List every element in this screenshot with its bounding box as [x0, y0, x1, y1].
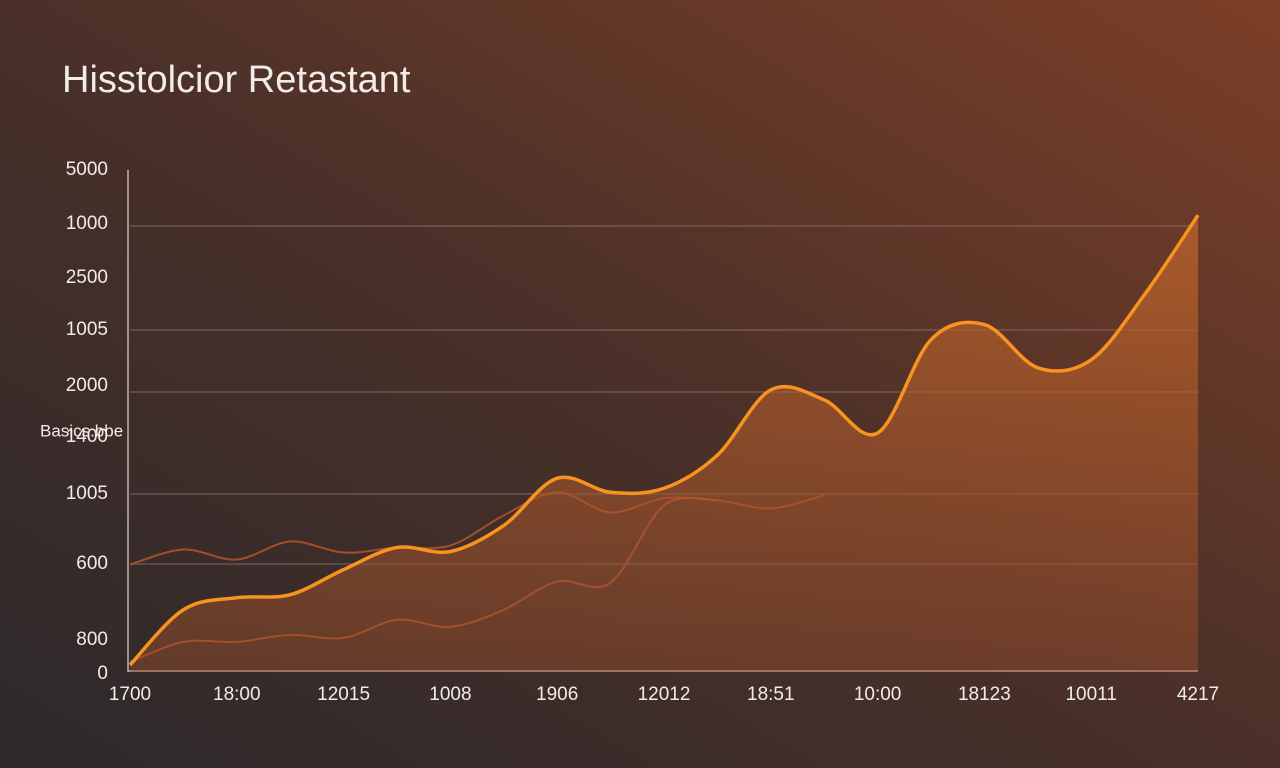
y-tick-label: 2000: [66, 375, 108, 396]
x-tick-label: 12012: [638, 684, 691, 705]
y-tick-label: 2500: [66, 267, 108, 288]
x-tick-label: 18:51: [747, 684, 795, 705]
y-tick-label: 600: [76, 553, 108, 574]
y-tick-label: 1000: [66, 213, 108, 234]
y-axis-label: Basics.bbe: [40, 421, 123, 440]
y-tick-label: 1005: [66, 319, 108, 340]
line: [128, 214, 1200, 667]
y-tick-label: 5000: [66, 159, 108, 180]
x-tick-label: 1008: [429, 684, 471, 705]
y-tick-label: 800: [76, 629, 108, 650]
x-tick-label: 18123: [958, 684, 1011, 705]
x-tick-label: 4217: [1177, 684, 1219, 705]
x-tick-label: 1700: [109, 684, 151, 705]
chart-title: Hisstolcior Retastant: [62, 59, 411, 101]
x-tick-label: 10:00: [854, 684, 902, 705]
y-tick-label: 1400: [66, 426, 108, 447]
x-tick-label: 12015: [317, 684, 370, 705]
y-tick-label: 0: [97, 663, 108, 684]
x-tick-label: 1906: [536, 684, 578, 705]
y-tick-label: 1005: [66, 483, 108, 504]
x-tick-label: 18:00: [213, 684, 261, 705]
x-tick-label: 10011: [1065, 684, 1116, 705]
area: [130, 215, 1198, 672]
